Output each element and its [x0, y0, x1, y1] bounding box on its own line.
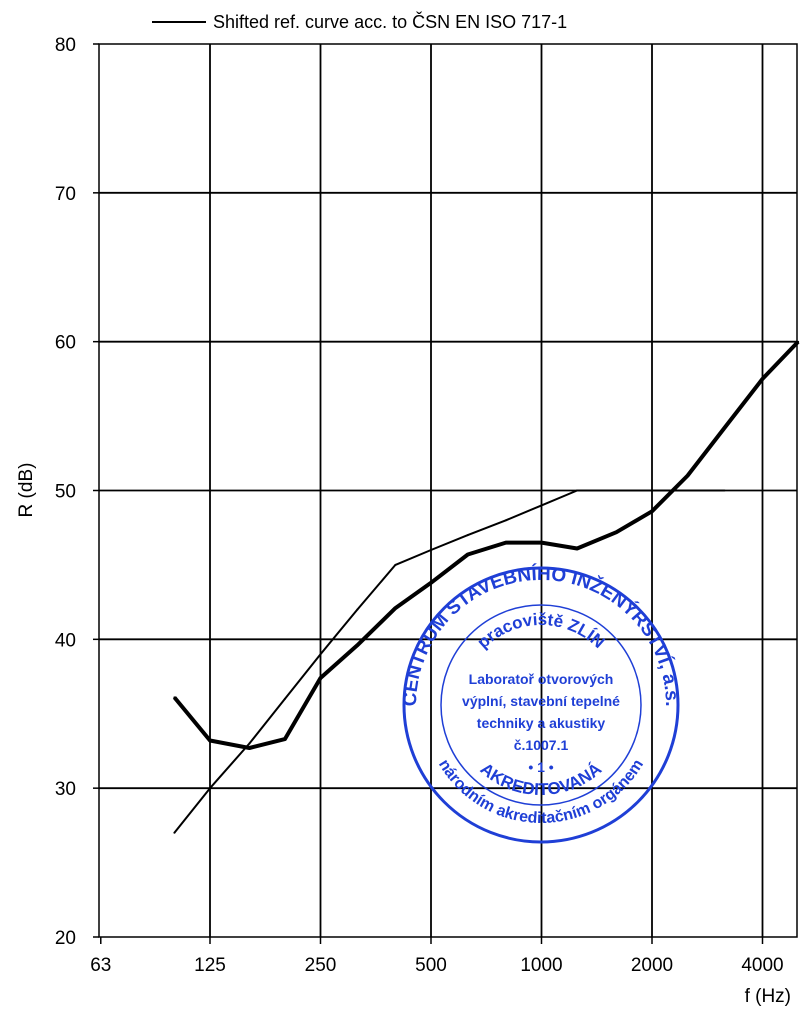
measured-point [248, 747, 251, 749]
reference-point [466, 534, 469, 537]
y-tick-label: 50 [55, 482, 76, 503]
measured-point [394, 607, 397, 610]
legend: Shifted ref. curve acc. to ČSN EN ISO 71… [152, 11, 567, 32]
y-tick-label: 80 [55, 35, 76, 56]
reference-point [540, 504, 543, 507]
measured-point [209, 739, 211, 742]
stamp-outer-ring [402, 566, 680, 844]
x-tick-label: 4000 [741, 955, 783, 976]
reference-point [173, 831, 176, 834]
measured-point [319, 677, 322, 679]
stamp-line-3: techniky a akustiky [477, 715, 606, 731]
y-tick-label: 70 [55, 184, 76, 205]
series-group [172, 340, 800, 834]
measured-point [576, 547, 579, 550]
reference-curve-line [173, 489, 725, 834]
x-axis-label: f (Hz) [745, 986, 791, 1007]
reference-point [356, 608, 359, 611]
measured-point [430, 581, 432, 584]
reference-point [248, 742, 251, 745]
stamp-line-5: • 1 • [528, 759, 553, 775]
reference-point [686, 489, 689, 492]
stamp-line-4: č.1007.1 [514, 737, 569, 753]
reference-point [283, 697, 286, 700]
measured-point [686, 474, 689, 477]
y-tick-label: 60 [55, 333, 76, 354]
reference-point [504, 519, 507, 522]
stamp-line-2: výplní, stavební tepelné [462, 693, 620, 709]
legend-label: Shifted ref. curve acc. to ČSN EN ISO 71… [213, 11, 567, 32]
x-tick-labels: 63 125 250 500 1000 2000 4000 [90, 937, 784, 976]
x-tick-label: 63 [90, 955, 111, 976]
measured-point [283, 738, 286, 741]
reference-point [576, 489, 579, 492]
stamp-line-1: Laboratoř otvorových [469, 671, 614, 687]
measured-point [761, 377, 764, 380]
x-tick-label: 250 [305, 955, 337, 976]
measured-point [540, 541, 543, 544]
x-tick-label: 125 [194, 955, 226, 976]
reference-point [615, 489, 618, 492]
measured-point [615, 531, 618, 534]
reference-point [723, 489, 726, 492]
measured-point [651, 510, 653, 513]
x-tick-label: 1000 [520, 955, 562, 976]
x-tick-label: 500 [415, 955, 447, 976]
reference-point [430, 549, 432, 551]
measured-curve-line [172, 340, 800, 750]
measured-point [466, 553, 469, 556]
y-tick-label: 40 [55, 630, 76, 651]
y-tick-label: 30 [55, 779, 76, 800]
y-axis-label: R (dB) [16, 463, 37, 518]
measured-point [723, 427, 726, 429]
reference-point [209, 787, 211, 790]
measured-point [797, 340, 800, 343]
measured-point [504, 541, 507, 544]
stamp-inner-ring [440, 604, 642, 806]
y-tick-labels: 20 30 40 50 60 70 80 [55, 35, 99, 949]
measured-point [356, 644, 359, 647]
x-tick-label: 2000 [631, 955, 673, 976]
y-tick-label: 20 [55, 928, 76, 949]
reference-point [394, 563, 397, 566]
reference-point [319, 653, 322, 656]
reference-point [651, 489, 653, 492]
measured-point [173, 696, 176, 699]
